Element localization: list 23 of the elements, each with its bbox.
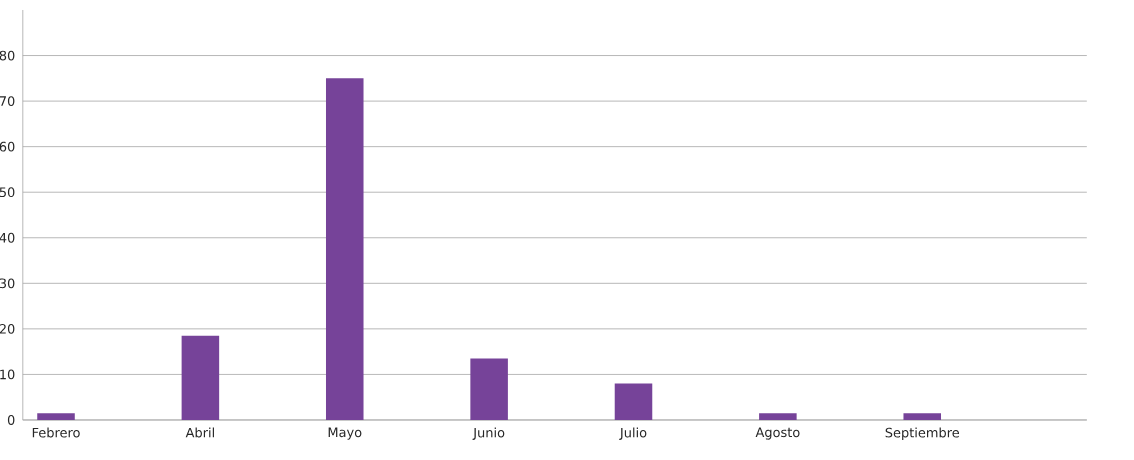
bar xyxy=(181,335,220,420)
y-tick-label: 80 xyxy=(0,50,15,61)
y-tick-label: 10 xyxy=(0,369,15,380)
y-tick-label: 40 xyxy=(0,232,15,243)
bar xyxy=(903,413,942,420)
y-tick-label: 30 xyxy=(0,278,15,289)
y-tick-label: 70 xyxy=(0,96,15,106)
y-tick-label: 60 xyxy=(0,141,15,152)
y-tick-label: 0 xyxy=(7,415,15,425)
y-tick-label: 20 xyxy=(0,323,15,334)
x-tick-label: Julio xyxy=(619,427,647,440)
bar xyxy=(470,358,508,420)
x-tick-label: Junio xyxy=(472,427,505,440)
x-tick-label: Septiembre xyxy=(885,427,960,441)
x-tick-label: Febrero xyxy=(32,427,80,438)
y-tick-label: 50 xyxy=(0,187,15,198)
bar xyxy=(614,383,653,420)
x-tick-label: Agosto xyxy=(755,427,800,440)
bar xyxy=(325,78,364,420)
x-tick-label: Mayo xyxy=(328,427,362,440)
bar xyxy=(37,413,75,420)
x-tick-label: Abril xyxy=(185,427,214,438)
bar xyxy=(759,413,797,420)
